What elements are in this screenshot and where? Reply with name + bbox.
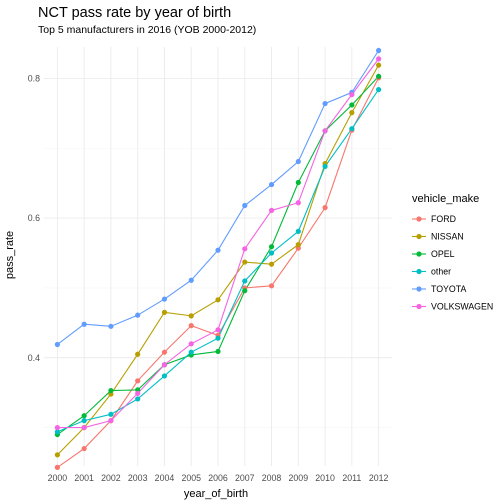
- data-point: [81, 413, 87, 419]
- data-point: [108, 323, 114, 329]
- data-point: [135, 378, 141, 384]
- data-point: [108, 418, 114, 424]
- data-point: [161, 309, 168, 315]
- data-point: [242, 288, 248, 294]
- data-point: [295, 200, 301, 206]
- legend-title: vehicle_make: [412, 193, 479, 205]
- legend-key-point: [416, 286, 422, 292]
- data-point: [376, 86, 382, 93]
- data-point: [376, 73, 382, 79]
- x-tick-label: 2010: [315, 473, 335, 483]
- x-tick-label: 2005: [181, 473, 201, 483]
- data-point: [215, 297, 221, 303]
- data-point: [268, 207, 275, 214]
- data-point: [54, 452, 60, 458]
- data-point: [188, 277, 194, 283]
- data-point: [322, 163, 328, 170]
- legend-key-point: [416, 216, 422, 222]
- data-point: [268, 244, 275, 250]
- legend-key-point: [416, 251, 422, 257]
- legend-label: FORD: [431, 214, 456, 224]
- data-point: [242, 278, 248, 284]
- x-tick-label: 2008: [262, 473, 282, 483]
- data-point: [81, 424, 87, 431]
- chart-subtitle: Top 5 manufacturers in 2016 (YOB 2000-20…: [38, 24, 256, 36]
- data-point: [376, 47, 382, 54]
- legend: vehicle_make FORD NISSAN OPEL other TOYOTA VO…: [412, 193, 493, 312]
- data-point: [322, 205, 328, 211]
- data-point: [161, 373, 168, 379]
- x-tick-label: 2011: [342, 473, 361, 483]
- data-point: [135, 351, 141, 357]
- legend-label: NISSAN: [431, 232, 464, 242]
- data-point: [161, 296, 168, 302]
- data-point: [376, 56, 382, 62]
- legend-label: TOYOTA: [431, 284, 466, 294]
- y-tick-label: 0.8: [28, 73, 40, 83]
- x-tick-label: 2006: [208, 473, 228, 483]
- data-point: [349, 126, 355, 132]
- x-tick-label: 2002: [101, 473, 121, 483]
- x-tick-label: 2004: [155, 473, 175, 483]
- data-point: [322, 128, 328, 134]
- data-point: [135, 390, 141, 396]
- data-point: [349, 102, 355, 108]
- data-point: [268, 261, 275, 267]
- legend-key-point: [416, 303, 422, 310]
- data-point: [295, 158, 301, 165]
- data-point: [242, 202, 248, 209]
- data-point: [215, 335, 221, 341]
- data-point: [268, 181, 275, 188]
- data-point: [188, 313, 194, 319]
- legend-label: other: [431, 267, 451, 277]
- data-point: [135, 396, 141, 402]
- data-point: [54, 429, 60, 435]
- y-tick-label: 0.4: [28, 353, 40, 363]
- legend-key-point: [416, 268, 422, 275]
- data-point: [242, 259, 248, 265]
- data-point: [268, 283, 275, 289]
- data-point: [54, 464, 60, 470]
- data-point: [161, 362, 168, 368]
- data-point: [349, 91, 355, 98]
- x-tick-label: 2000: [48, 473, 68, 483]
- data-point: [215, 348, 221, 355]
- data-point: [268, 250, 275, 256]
- chart-title: NCT pass rate by year of birth: [38, 5, 231, 21]
- data-point: [81, 321, 87, 327]
- data-point: [376, 62, 382, 68]
- data-point: [135, 312, 141, 318]
- data-point: [188, 341, 194, 347]
- data-point: [108, 387, 114, 394]
- plot-area: 0.4 0.6 0.8 2000 2001 2002 2003 2004 2005 2006 200…: [28, 47, 392, 483]
- data-point: [81, 445, 87, 452]
- x-tick-label: 2001: [74, 473, 94, 483]
- data-point: [295, 179, 301, 186]
- x-tick-label: 2007: [235, 473, 255, 483]
- x-tick-label: 2012: [369, 473, 389, 483]
- data-point: [322, 100, 328, 107]
- data-point: [349, 110, 355, 116]
- x-axis-title: year_of_birth: [184, 488, 248, 500]
- data-point: [81, 418, 87, 424]
- data-point: [54, 341, 60, 348]
- y-axis-title: pass_rate: [4, 231, 16, 279]
- legend-label: OPEL: [431, 249, 455, 259]
- data-point: [242, 246, 248, 252]
- data-point: [54, 424, 60, 431]
- x-tick-label: 2003: [128, 473, 148, 483]
- legend-label: VOLKSWAGEN: [431, 302, 493, 312]
- data-point: [161, 349, 168, 355]
- data-point: [295, 228, 301, 234]
- data-point: [215, 247, 221, 253]
- data-point: [108, 411, 114, 417]
- y-tick-label: 0.6: [28, 213, 40, 223]
- data-point: [215, 327, 221, 333]
- x-tick-label: 2009: [289, 473, 309, 483]
- data-point: [188, 323, 194, 329]
- data-point: [188, 349, 194, 355]
- legend-key-point: [416, 233, 422, 240]
- data-point: [295, 242, 301, 248]
